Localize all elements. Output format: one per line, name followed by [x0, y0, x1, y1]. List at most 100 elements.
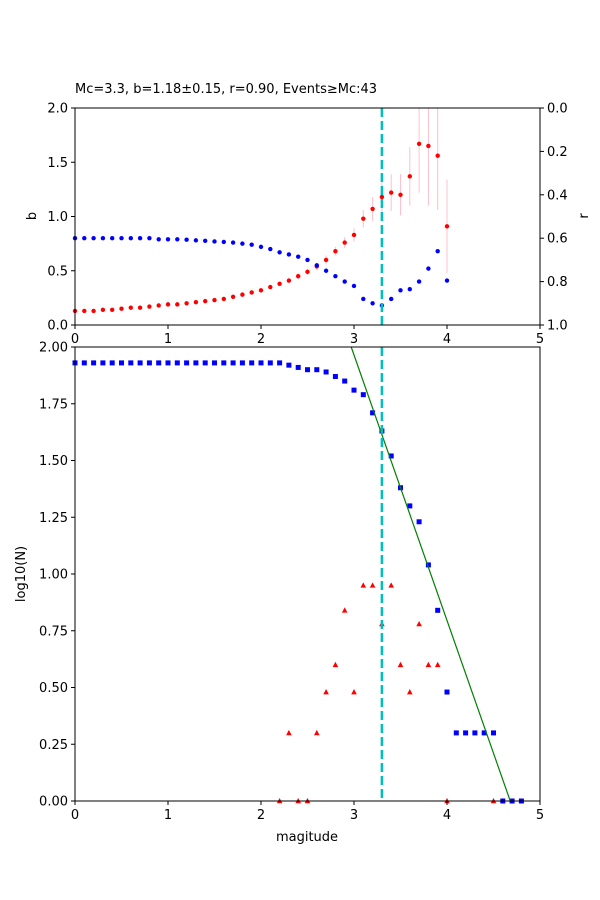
top-y-ticks: 0.0 0.5 1.0 1.5 2.0: [47, 102, 75, 334]
cumulative-point: [109, 360, 115, 366]
r-value-point: [342, 279, 347, 284]
b-value-point: [249, 290, 254, 295]
non-cumulative-point: [407, 689, 413, 695]
b-value-point: [407, 174, 412, 179]
r-value-point: [91, 236, 96, 241]
bottom-x-axis-label: magitude: [276, 830, 338, 845]
b-value-point: [305, 269, 310, 275]
y-tick-label: 0.00: [39, 795, 68, 810]
r-value-point: [156, 237, 161, 242]
r-value-point: [268, 246, 273, 252]
cumulative-point: [491, 730, 496, 736]
r-value-point: [305, 257, 310, 263]
y-tick-label: 1.0: [47, 210, 68, 225]
y-tick-label: 0.50: [39, 681, 68, 696]
r-value-point: [444, 278, 450, 283]
r-value-point: [249, 242, 254, 247]
cumulative-point: [258, 360, 264, 366]
r-value-point: [128, 236, 133, 241]
y-tick-label: 2.00: [39, 341, 68, 356]
r-value-point: [351, 283, 357, 289]
r-value-point: [82, 236, 87, 241]
b-value-point: [398, 192, 403, 197]
b-value-point: [286, 278, 292, 283]
r-value-point: [426, 266, 431, 271]
y-tick-label: 1.5: [47, 156, 68, 171]
cumulative-point: [295, 364, 301, 370]
cumulative-point: [286, 362, 292, 368]
r-value-point: [184, 237, 189, 242]
r-value-point: [221, 239, 226, 245]
non-cumulative-point: [425, 661, 432, 668]
b-value-point: [379, 194, 385, 200]
y-tick-label: 0.75: [39, 624, 68, 639]
non-cumulative-point: [314, 729, 320, 736]
b-value-point: [221, 296, 226, 302]
cumulative-point: [230, 360, 236, 366]
b-value-point: [268, 284, 273, 290]
cumulative-point: [370, 410, 376, 416]
r-value-point: [193, 238, 199, 243]
b-value-point: [193, 300, 199, 305]
bottom-y-ticks: 0.00 0.25 0.50 0.75 1.00 1.25 1.50 1.75 2.00: [39, 341, 75, 810]
b-value-point: [333, 249, 338, 254]
cumulative-point: [277, 360, 283, 366]
r-value-point: [203, 238, 208, 244]
r-value-point: [100, 236, 106, 241]
y2-tick-label: 0.0: [547, 102, 568, 117]
chart-title: Mc=3.3, b=1.18±0.15, r=0.90, Events≥Mc:4…: [75, 82, 377, 97]
b-value-point: [137, 305, 143, 310]
b-value-point: [444, 224, 450, 229]
b-value-point: [156, 303, 161, 308]
r-value-point: [119, 236, 124, 241]
y-tick-label: 1.50: [39, 454, 68, 469]
r-value-point: [361, 296, 366, 302]
cumulative-point: [156, 360, 162, 366]
bottom-series: [72, 360, 524, 804]
x-tick-label: 5: [536, 808, 544, 823]
r-value-point: [286, 252, 292, 257]
non-cumulative-point: [341, 607, 348, 613]
cumulative-point: [342, 378, 348, 384]
r-value-point: [314, 263, 319, 268]
cumulative-point: [407, 503, 413, 509]
y-tick-label: 0.5: [47, 264, 68, 279]
y2-tick-label: 0.6: [547, 232, 568, 247]
y-tick-label: 1.75: [39, 397, 68, 412]
r-value-point: [258, 244, 264, 250]
non-cumulative-point: [351, 689, 357, 695]
b-value-point: [342, 240, 347, 245]
cumulative-point: [416, 519, 422, 525]
cumulative-point: [146, 360, 152, 366]
x-tick-label: 4: [443, 808, 451, 823]
cumulative-point: [212, 360, 217, 366]
r-value-point: [240, 241, 245, 246]
top-series: [72, 141, 450, 314]
cumulative-point: [128, 360, 134, 366]
b-value-point: [147, 304, 152, 309]
b-value-point: [361, 216, 366, 221]
b-value-point: [165, 302, 171, 307]
cumulative-point: [332, 374, 338, 380]
cumulative-point: [323, 369, 329, 375]
non-cumulative-point: [332, 661, 339, 668]
y-tick-label: 1.25: [39, 511, 68, 526]
cumulative-point: [481, 730, 487, 736]
r-value-point: [323, 268, 329, 273]
cumulative-point: [184, 360, 190, 366]
cumulative-point: [267, 360, 273, 366]
top-plot-frame: [74, 107, 541, 326]
cumulative-point: [425, 562, 431, 568]
y-tick-label: 2.0: [47, 102, 68, 117]
b-value-point: [184, 301, 189, 306]
bottom-y-axis-label: log10(N): [14, 546, 29, 602]
y2-tick-label: 0.2: [547, 145, 568, 160]
cumulative-point: [100, 360, 106, 366]
r-value-point: [137, 236, 143, 241]
cumulative-point: [119, 360, 124, 366]
r-value-point: [333, 273, 338, 279]
x-tick-label: 5: [536, 332, 544, 347]
cumulative-point: [360, 392, 366, 398]
r-value-point: [398, 288, 403, 293]
